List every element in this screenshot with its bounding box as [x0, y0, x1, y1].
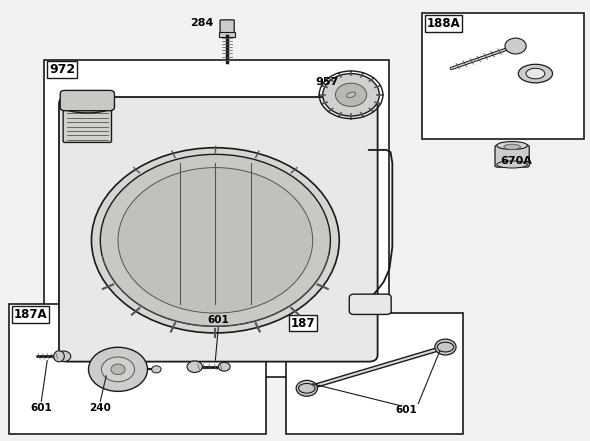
Circle shape	[101, 357, 135, 382]
Bar	[219, 32, 235, 37]
Ellipse shape	[437, 342, 454, 352]
Circle shape	[118, 168, 313, 313]
Circle shape	[88, 348, 148, 392]
FancyBboxPatch shape	[60, 90, 114, 111]
Circle shape	[100, 154, 330, 326]
Circle shape	[435, 339, 456, 355]
Bar	[44, 60, 389, 377]
Text: ereplacementparts.com: ereplacementparts.com	[165, 229, 272, 238]
FancyBboxPatch shape	[495, 145, 529, 167]
Text: 972: 972	[49, 63, 75, 76]
Circle shape	[187, 361, 202, 373]
Text: 601: 601	[396, 405, 417, 415]
Circle shape	[91, 148, 339, 333]
Ellipse shape	[526, 68, 545, 79]
Ellipse shape	[504, 144, 520, 149]
Circle shape	[336, 83, 366, 106]
Ellipse shape	[346, 92, 356, 97]
Ellipse shape	[63, 101, 112, 113]
Bar	[9, 304, 266, 434]
Ellipse shape	[518, 64, 552, 83]
Bar	[286, 313, 463, 434]
Text: 670A: 670A	[500, 156, 532, 166]
Circle shape	[505, 38, 526, 54]
Text: 284: 284	[190, 18, 214, 28]
Text: 188A: 188A	[427, 17, 460, 30]
Text: 240: 240	[89, 403, 112, 413]
Circle shape	[57, 351, 71, 362]
Bar	[422, 13, 584, 139]
Ellipse shape	[54, 351, 64, 362]
Text: 187: 187	[291, 317, 316, 329]
Circle shape	[111, 364, 125, 375]
Ellipse shape	[299, 383, 315, 393]
Circle shape	[323, 74, 379, 116]
Ellipse shape	[497, 161, 527, 168]
FancyBboxPatch shape	[63, 107, 112, 142]
Circle shape	[218, 363, 230, 371]
Text: 957: 957	[316, 77, 339, 86]
FancyBboxPatch shape	[349, 294, 391, 314]
Circle shape	[296, 380, 317, 396]
Circle shape	[152, 366, 161, 373]
Text: 601: 601	[208, 315, 229, 325]
Text: 187A: 187A	[14, 308, 47, 321]
FancyBboxPatch shape	[59, 97, 378, 362]
Ellipse shape	[497, 142, 527, 149]
Text: 601: 601	[31, 403, 52, 413]
FancyBboxPatch shape	[220, 20, 234, 34]
